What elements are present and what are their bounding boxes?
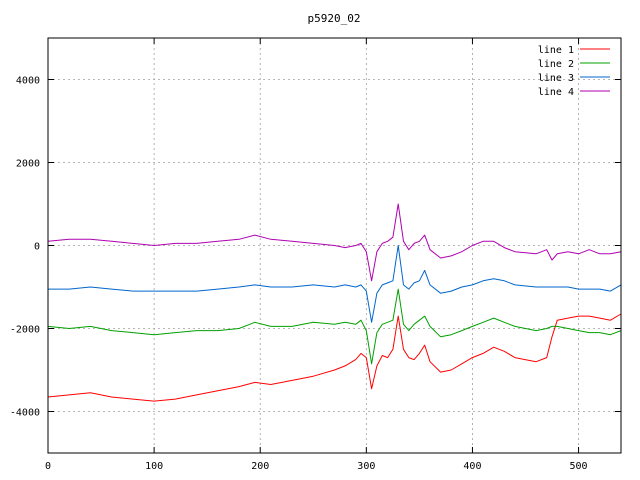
chart-title: p5920_02 [308,12,361,25]
x-tick-label: 400 [463,461,481,472]
legend-label: line 4 [538,87,574,98]
series-line-2 [47,288,622,365]
y-tick-label: 0 [34,242,40,253]
x-tick-label: 100 [145,461,163,472]
series-line-4 [47,203,622,282]
x-tick-label: 0 [45,461,51,472]
series-line-3 [48,245,622,323]
x-tick-label: 500 [570,461,588,472]
x-tick-label: 300 [357,461,375,472]
legend-label: line 2 [538,59,574,70]
y-tick-label: -4000 [10,408,40,419]
y-tick-label: 4000 [16,76,40,87]
series-line-1 [47,313,622,402]
legend-label: line 1 [538,45,574,56]
grid [47,38,621,453]
y-tick-label: 2000 [16,159,40,170]
series-lines [47,203,622,402]
legend-label: line 3 [538,73,574,84]
y-tick-label: -2000 [10,325,40,336]
x-tick-label: 200 [251,461,269,472]
legend: line 1 line 2 line 3 line 4 [538,45,610,98]
ticks: 0 100 200 300 400 500 -4000 -2000 0 2000 4000 [10,38,621,472]
